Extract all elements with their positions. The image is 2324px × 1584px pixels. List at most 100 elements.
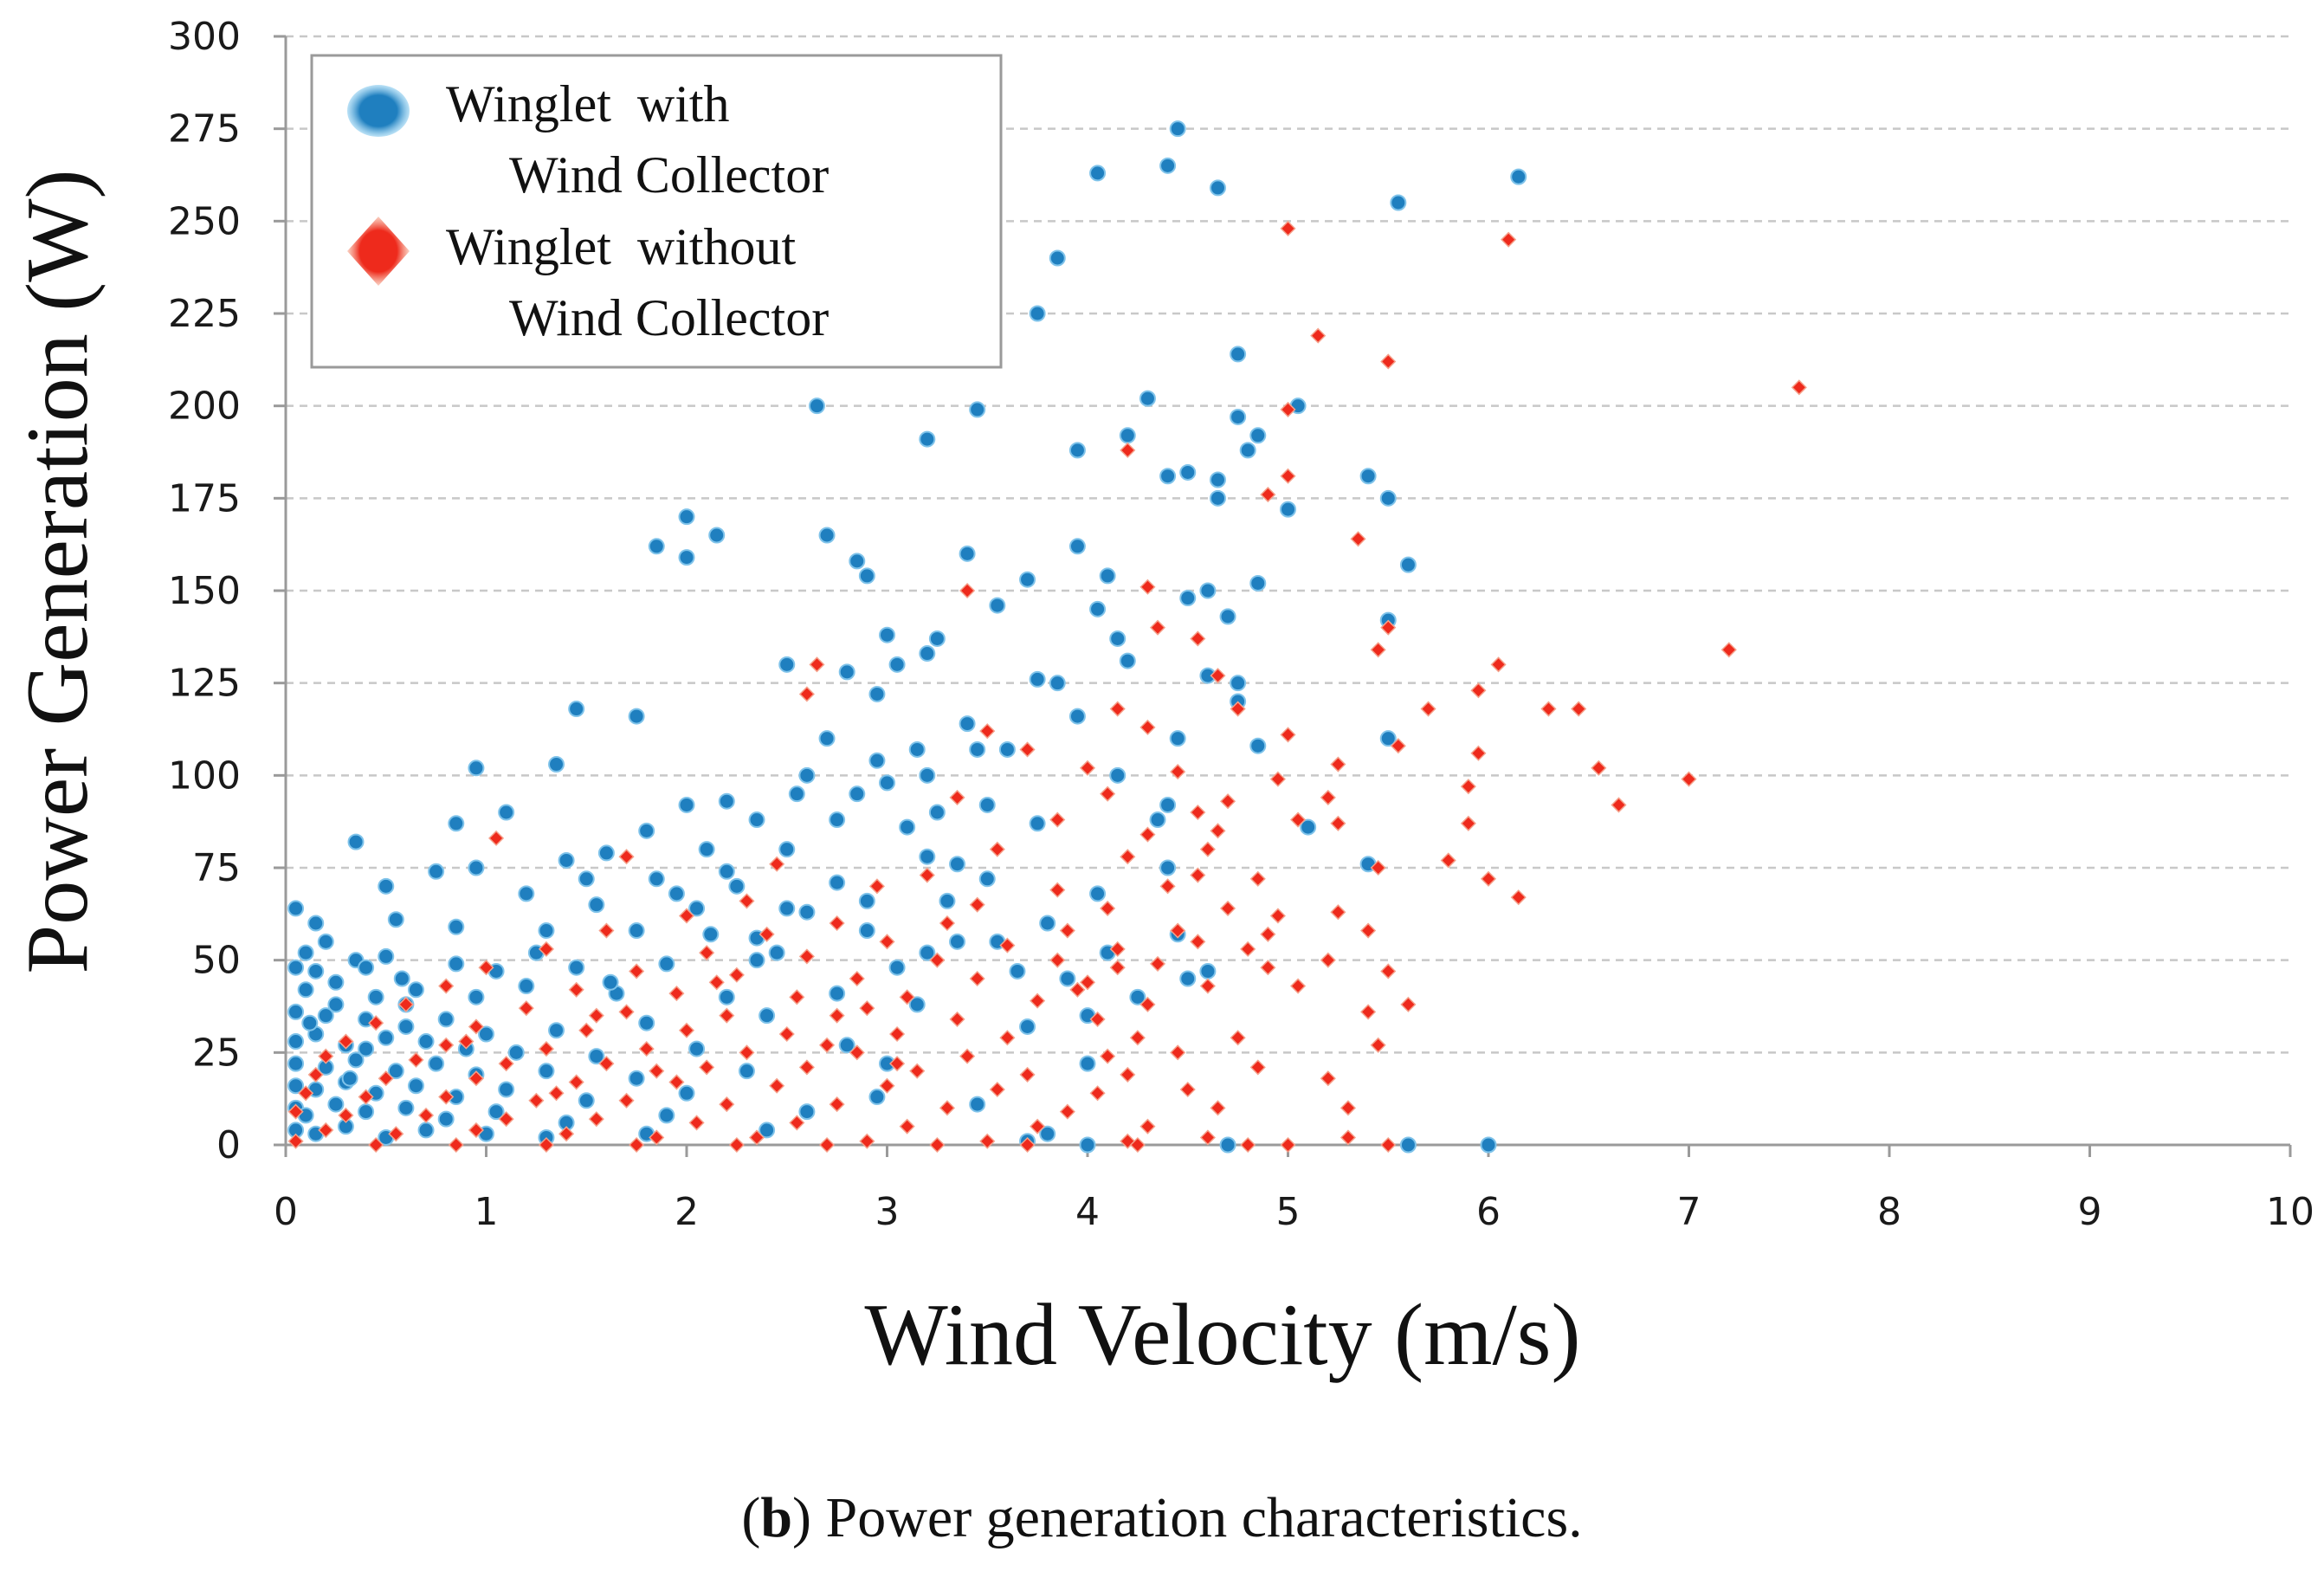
point-with-collector bbox=[518, 978, 535, 995]
point-without-collector bbox=[1320, 952, 1336, 968]
point-without-collector bbox=[1280, 468, 1296, 484]
legend-marker-with-collector bbox=[347, 85, 410, 137]
point-without-collector bbox=[1340, 1129, 1357, 1146]
point-with-collector bbox=[1109, 766, 1126, 784]
point-with-collector bbox=[888, 656, 906, 673]
point-without-collector bbox=[868, 878, 885, 895]
x-tick-label: 9 bbox=[2078, 1190, 2102, 1234]
point-without-collector bbox=[1190, 934, 1206, 950]
point-without-collector bbox=[1100, 1048, 1116, 1064]
point-with-collector bbox=[1179, 590, 1197, 607]
point-with-collector bbox=[1149, 811, 1166, 829]
point-with-collector bbox=[393, 970, 410, 987]
point-with-collector bbox=[1230, 408, 1247, 425]
point-with-collector bbox=[668, 885, 685, 902]
x-tick-label: 2 bbox=[675, 1190, 699, 1234]
point-with-collector bbox=[1249, 574, 1267, 592]
point-without-collector bbox=[688, 1115, 705, 1131]
point-without-collector bbox=[618, 849, 635, 865]
y-tick-label: 175 bbox=[168, 476, 241, 520]
point-without-collector bbox=[518, 1000, 534, 1017]
point-without-collector bbox=[568, 981, 584, 998]
point-with-collector bbox=[378, 877, 395, 895]
point-with-collector bbox=[908, 996, 926, 1013]
point-without-collector bbox=[1290, 811, 1307, 828]
point-with-collector bbox=[959, 715, 976, 733]
point-with-collector bbox=[858, 922, 875, 940]
point-without-collector bbox=[378, 1070, 394, 1087]
point-without-collector bbox=[1290, 978, 1307, 994]
point-without-collector bbox=[849, 970, 865, 987]
point-with-collector bbox=[1169, 120, 1186, 138]
point-with-collector bbox=[1139, 390, 1156, 407]
point-with-collector bbox=[578, 1092, 595, 1109]
point-without-collector bbox=[598, 922, 615, 939]
point-without-collector bbox=[1791, 379, 1807, 396]
point-without-collector bbox=[1219, 900, 1236, 916]
point-with-collector bbox=[658, 1107, 675, 1124]
point-without-collector bbox=[368, 1136, 384, 1154]
point-with-collector bbox=[327, 996, 345, 1013]
point-without-collector bbox=[1380, 619, 1397, 636]
point-without-collector bbox=[1370, 642, 1386, 658]
point-with-collector bbox=[1359, 468, 1377, 485]
caption-open-paren: ( bbox=[741, 1486, 761, 1549]
point-with-collector bbox=[1089, 165, 1107, 182]
point-without-collector bbox=[909, 1063, 926, 1079]
point-without-collector bbox=[1249, 870, 1266, 887]
point-with-collector bbox=[1159, 468, 1177, 485]
point-without-collector bbox=[1100, 900, 1116, 916]
point-with-collector bbox=[989, 597, 1006, 614]
point-with-collector bbox=[1219, 608, 1236, 625]
point-without-collector bbox=[1380, 963, 1397, 979]
point-without-collector bbox=[668, 1074, 685, 1090]
point-without-collector bbox=[1219, 793, 1236, 810]
point-with-collector bbox=[487, 1103, 505, 1121]
point-without-collector bbox=[1089, 1011, 1106, 1027]
point-without-collector bbox=[1501, 231, 1517, 248]
point-without-collector bbox=[989, 841, 1005, 857]
y-tick-label: 50 bbox=[192, 939, 241, 983]
x-tick-label: 6 bbox=[1476, 1190, 1501, 1234]
point-without-collector bbox=[548, 1085, 565, 1102]
point-with-collector bbox=[928, 630, 946, 647]
point-without-collector bbox=[588, 1007, 604, 1024]
point-without-collector bbox=[1280, 1136, 1296, 1154]
point-with-collector bbox=[879, 774, 895, 792]
point-with-collector bbox=[1099, 567, 1116, 585]
point-without-collector bbox=[1340, 1100, 1357, 1116]
point-without-collector bbox=[919, 867, 935, 883]
point-with-collector bbox=[317, 933, 334, 950]
point-with-collector bbox=[788, 786, 805, 803]
point-without-collector bbox=[979, 1133, 996, 1149]
point-with-collector bbox=[548, 1022, 565, 1039]
y-tick-label: 125 bbox=[168, 662, 241, 706]
point-with-collector bbox=[728, 877, 746, 895]
point-without-collector bbox=[1109, 941, 1126, 957]
point-with-collector bbox=[602, 973, 619, 991]
point-without-collector bbox=[1179, 1081, 1196, 1098]
point-without-collector bbox=[629, 1136, 645, 1154]
point-with-collector bbox=[307, 962, 325, 979]
point-with-collector bbox=[778, 841, 796, 858]
x-axis-title: Wind Velocity (m/s) bbox=[865, 1286, 1581, 1384]
point-without-collector bbox=[899, 1118, 915, 1135]
point-with-collector bbox=[588, 1048, 605, 1065]
point-with-collector bbox=[708, 527, 726, 544]
point-without-collector bbox=[1049, 811, 1066, 828]
point-with-collector bbox=[1049, 249, 1066, 267]
point-without-collector bbox=[1360, 1004, 1377, 1020]
point-without-collector bbox=[1199, 978, 1216, 994]
point-without-collector bbox=[1280, 727, 1296, 743]
point-without-collector bbox=[798, 1059, 815, 1076]
point-without-collector bbox=[769, 1077, 785, 1094]
point-with-collector bbox=[417, 1033, 435, 1051]
point-without-collector bbox=[1210, 668, 1226, 684]
point-with-collector bbox=[301, 1014, 319, 1031]
point-with-collector bbox=[1029, 670, 1046, 688]
point-without-collector bbox=[1310, 327, 1327, 344]
point-without-collector bbox=[1199, 841, 1216, 857]
point-without-collector bbox=[1079, 974, 1096, 991]
point-without-collector bbox=[809, 656, 825, 673]
point-with-collector bbox=[1029, 305, 1046, 322]
